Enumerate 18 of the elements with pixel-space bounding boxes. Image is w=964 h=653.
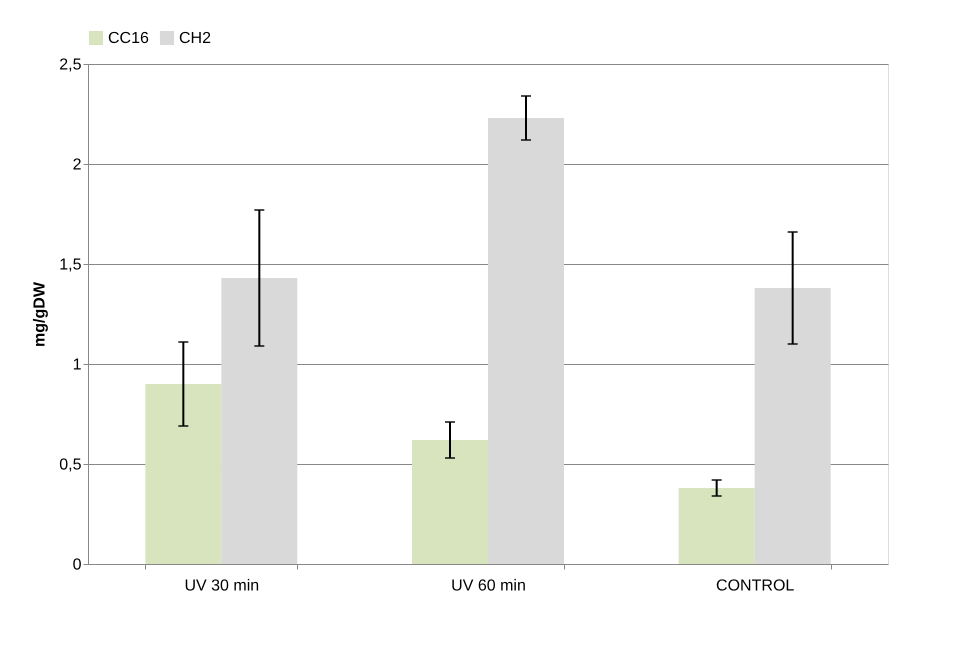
bar xyxy=(221,278,298,564)
bar xyxy=(488,118,564,564)
y-axis-title: mg/gDW xyxy=(31,281,48,347)
y-tick-label: 2 xyxy=(72,156,82,174)
y-tick-label: 2,5 xyxy=(59,56,82,74)
y-tick-label: 1,5 xyxy=(59,256,82,274)
x-tick-label: UV 30 min xyxy=(184,578,260,594)
bar xyxy=(678,488,755,564)
bar xyxy=(412,440,488,564)
x-tick-label: CONTROL xyxy=(716,578,794,594)
bar xyxy=(145,384,222,564)
bar xyxy=(754,288,831,564)
y-tick-label: 1 xyxy=(72,356,82,374)
x-tick-label: UV 60 min xyxy=(451,578,526,594)
y-tick-label: 0 xyxy=(72,556,82,574)
legend-label: CC16 xyxy=(108,30,150,47)
y-tick-label: 0,5 xyxy=(59,456,82,474)
legend-label: CH2 xyxy=(179,30,212,47)
